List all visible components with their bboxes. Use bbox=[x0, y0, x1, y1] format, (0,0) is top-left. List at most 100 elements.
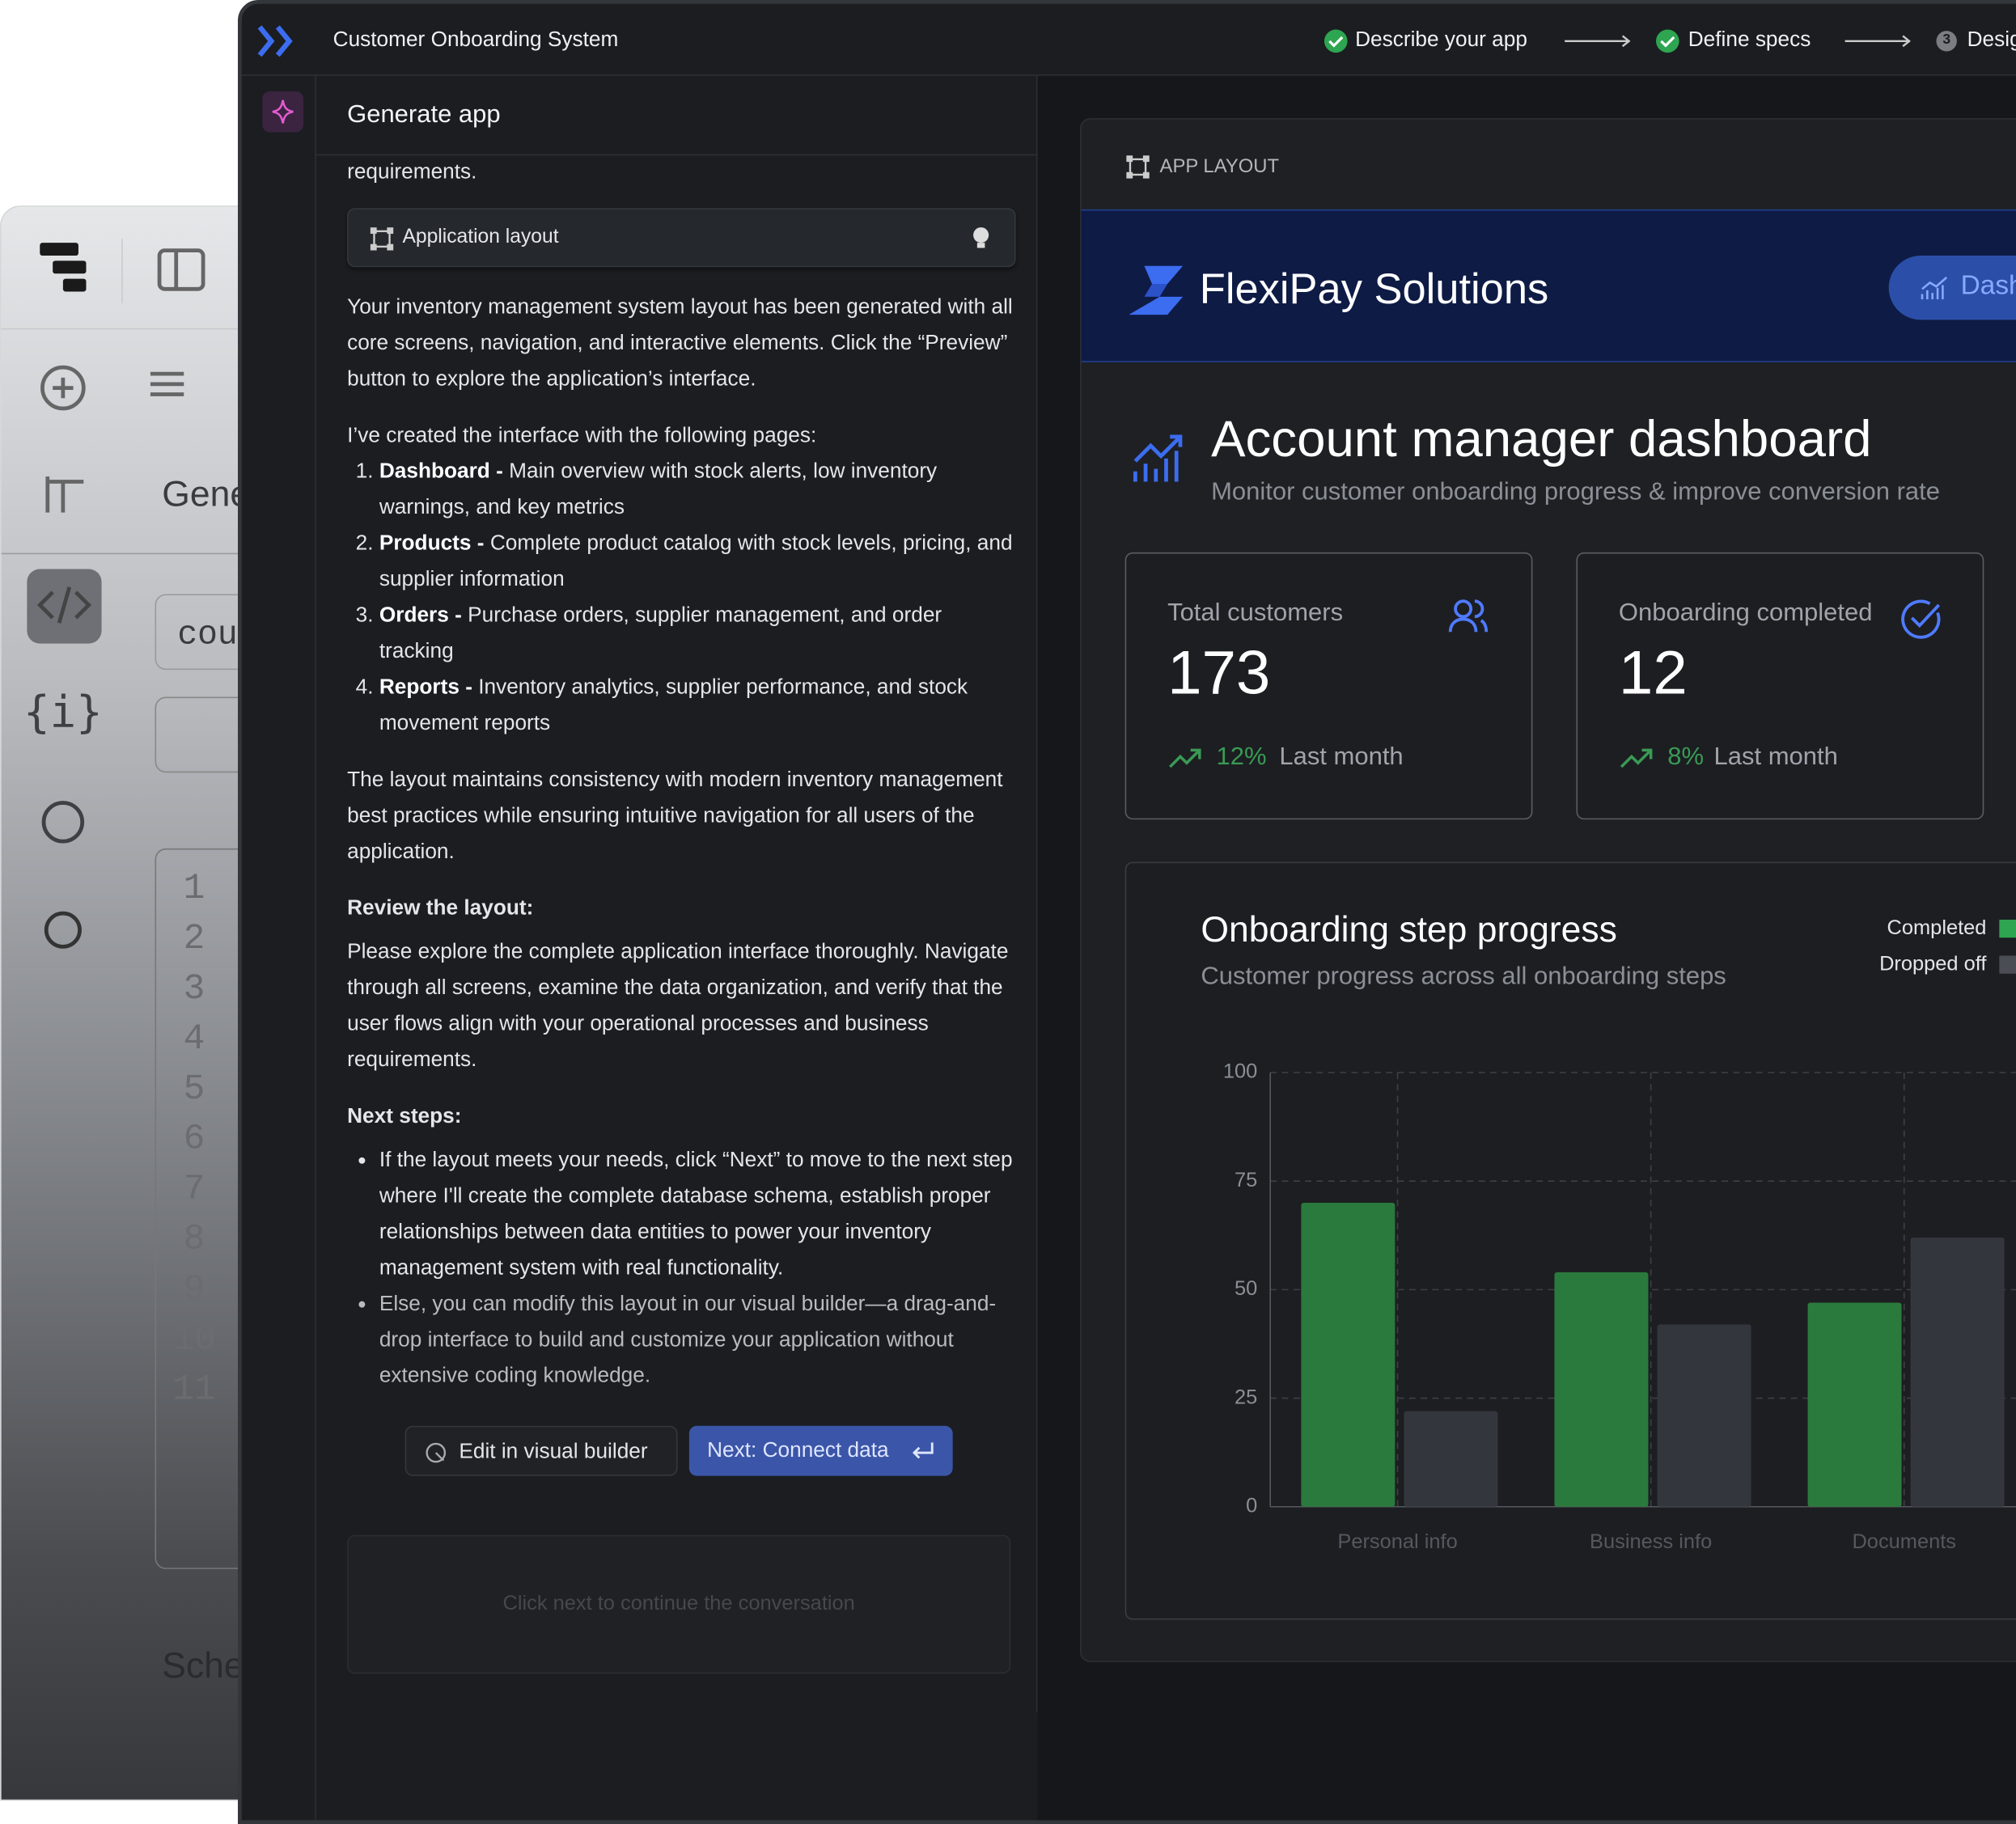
stat-card: Onboarding completed 12 8% Last month bbox=[1576, 552, 1984, 820]
chart-title: Onboarding step progress bbox=[1201, 909, 1617, 950]
layout-icon bbox=[1126, 155, 1150, 179]
page-name: Dashboard - bbox=[379, 459, 503, 484]
x-tick-label: Business info bbox=[1590, 1530, 1712, 1553]
sidebar bbox=[242, 74, 316, 1821]
brand-name: FlexiPay Solutions bbox=[1199, 265, 1549, 312]
bulb-icon bbox=[973, 227, 989, 248]
top-bar bbox=[241, 4, 2016, 76]
app-logo bbox=[257, 25, 293, 57]
page-desc: Inventory analytics, supplier performanc… bbox=[379, 675, 968, 735]
ai-icon[interactable] bbox=[262, 91, 304, 133]
stat-period: Last month bbox=[1279, 742, 1404, 771]
background-heading: Gene bbox=[162, 473, 251, 514]
stat-value: 12 bbox=[1618, 639, 1688, 709]
divider bbox=[316, 154, 1036, 156]
attachment-label: Application layout bbox=[402, 226, 559, 248]
x-tick-label: Documents bbox=[1852, 1530, 1956, 1553]
text: Please explore the complete application … bbox=[347, 940, 1009, 1072]
y-tick-label: 50 bbox=[1235, 1277, 1257, 1300]
step-label: Describe your app bbox=[1355, 28, 1527, 52]
line-number: 6 bbox=[183, 1119, 205, 1160]
line-number: 2 bbox=[183, 920, 205, 960]
background-footer: Sche bbox=[162, 1645, 244, 1686]
line-number: 1 bbox=[183, 870, 205, 910]
edit-button[interactable]: Edit in visual builder bbox=[404, 1425, 678, 1476]
nav-button[interactable]: Dash bbox=[1888, 256, 2016, 320]
line-number: 7 bbox=[183, 1170, 205, 1210]
stat-value: 173 bbox=[1167, 639, 1271, 709]
step-label: Define specs bbox=[1688, 28, 1811, 52]
app-window: Customer Onboarding System Describe your… bbox=[238, 0, 2016, 1824]
stat-label: Total customers bbox=[1167, 599, 1344, 627]
attachment-card[interactable]: Application layout bbox=[347, 208, 1016, 268]
dashboard-title: Account manager dashboard bbox=[1211, 411, 1872, 468]
chat-title: Generate app bbox=[347, 99, 501, 129]
legend-swatch bbox=[1999, 955, 2016, 974]
input-placeholder: Click next to continue the conversation bbox=[502, 1593, 855, 1615]
stat-period: Last month bbox=[1713, 742, 1838, 771]
page-name: Reports - bbox=[379, 675, 472, 699]
line-number: 11 bbox=[172, 1370, 216, 1411]
brand-banner bbox=[1081, 209, 2016, 362]
app-title: Customer Onboarding System bbox=[332, 28, 619, 52]
text: requirements. bbox=[347, 160, 477, 184]
line-number: 3 bbox=[183, 969, 205, 1010]
list-item: Products - Complete product catalog with… bbox=[379, 526, 1016, 598]
page-desc: Purchase orders, supplier management, an… bbox=[379, 603, 942, 663]
step-number: 3 bbox=[1942, 32, 1951, 48]
text: The layout maintains consistency with mo… bbox=[347, 768, 1003, 864]
background-input: cou bbox=[177, 615, 238, 654]
enter-icon bbox=[912, 1442, 934, 1459]
stat-label: Onboarding completed bbox=[1618, 599, 1873, 627]
step-icons bbox=[1324, 29, 1957, 53]
trend-icon bbox=[1169, 748, 1201, 768]
bar bbox=[1554, 1272, 1649, 1507]
x-tick-label: Personal info bbox=[1337, 1530, 1457, 1553]
trend-icon bbox=[1620, 748, 1653, 768]
stat-change: 12% bbox=[1216, 742, 1267, 771]
line-number: 5 bbox=[183, 1069, 205, 1111]
bar bbox=[1657, 1324, 1751, 1507]
legend-swatch bbox=[1999, 920, 2016, 938]
nav-label: Dash bbox=[1960, 271, 2016, 301]
step-label: Desig bbox=[1967, 28, 2016, 52]
chart-subtitle: Customer progress across all onboarding … bbox=[1201, 962, 1726, 991]
bar bbox=[1301, 1203, 1396, 1507]
pages-list: Dashboard - Main overview with stock ale… bbox=[347, 454, 1015, 742]
users-icon bbox=[1448, 599, 1489, 633]
legend-label: Dropped off bbox=[1879, 952, 1987, 975]
list-item: Else, you can modify this layout in our … bbox=[379, 1286, 1016, 1394]
bar bbox=[1404, 1411, 1498, 1507]
text: I’ve created the interface with the foll… bbox=[347, 424, 817, 447]
list-item: Dashboard - Main overview with stock ale… bbox=[379, 454, 1016, 526]
page-desc: Main overview with stock alerts, low inv… bbox=[379, 459, 938, 519]
list-item: If the layout meets your needs, click “N… bbox=[379, 1142, 1016, 1286]
dashboard-subtitle: Monitor customer onboarding progress & i… bbox=[1211, 477, 1941, 506]
line-number: 9 bbox=[183, 1270, 205, 1310]
background-icons: {i} bbox=[1, 239, 273, 1569]
chat-input[interactable]: Click next to continue the conversation bbox=[347, 1534, 1011, 1674]
next-button[interactable]: Next: Connect data bbox=[688, 1425, 953, 1476]
preview-header: APP LAYOUT bbox=[1159, 155, 1280, 178]
line-number: 10 bbox=[172, 1320, 216, 1361]
layout-icon bbox=[370, 227, 394, 251]
next-list: If the layout meets your needs, click “N… bbox=[347, 1142, 1015, 1394]
list-item: Reports - Inventory analytics, supplier … bbox=[379, 669, 1016, 741]
bar bbox=[1807, 1302, 1902, 1507]
bar bbox=[1910, 1237, 2005, 1507]
dashboard-icon bbox=[1133, 434, 1183, 482]
chat-panel: Generate app requirements. Application l… bbox=[316, 74, 1038, 1712]
heading: Review the layout: bbox=[347, 896, 534, 920]
line-numbers: 1 2 3 4 5 6 7 8 9 10 11 bbox=[168, 865, 220, 1416]
check-icon bbox=[1901, 599, 1941, 639]
stat-change: 8% bbox=[1667, 742, 1705, 771]
heading: Next steps: bbox=[347, 1104, 462, 1128]
chat-content: requirements. Application layout Your in… bbox=[347, 154, 1016, 1394]
line-number: 4 bbox=[183, 1019, 205, 1060]
text: Your inventory management system layout … bbox=[347, 295, 1013, 391]
chart-icon bbox=[1921, 277, 1948, 300]
page-name: Orders - bbox=[379, 603, 462, 627]
